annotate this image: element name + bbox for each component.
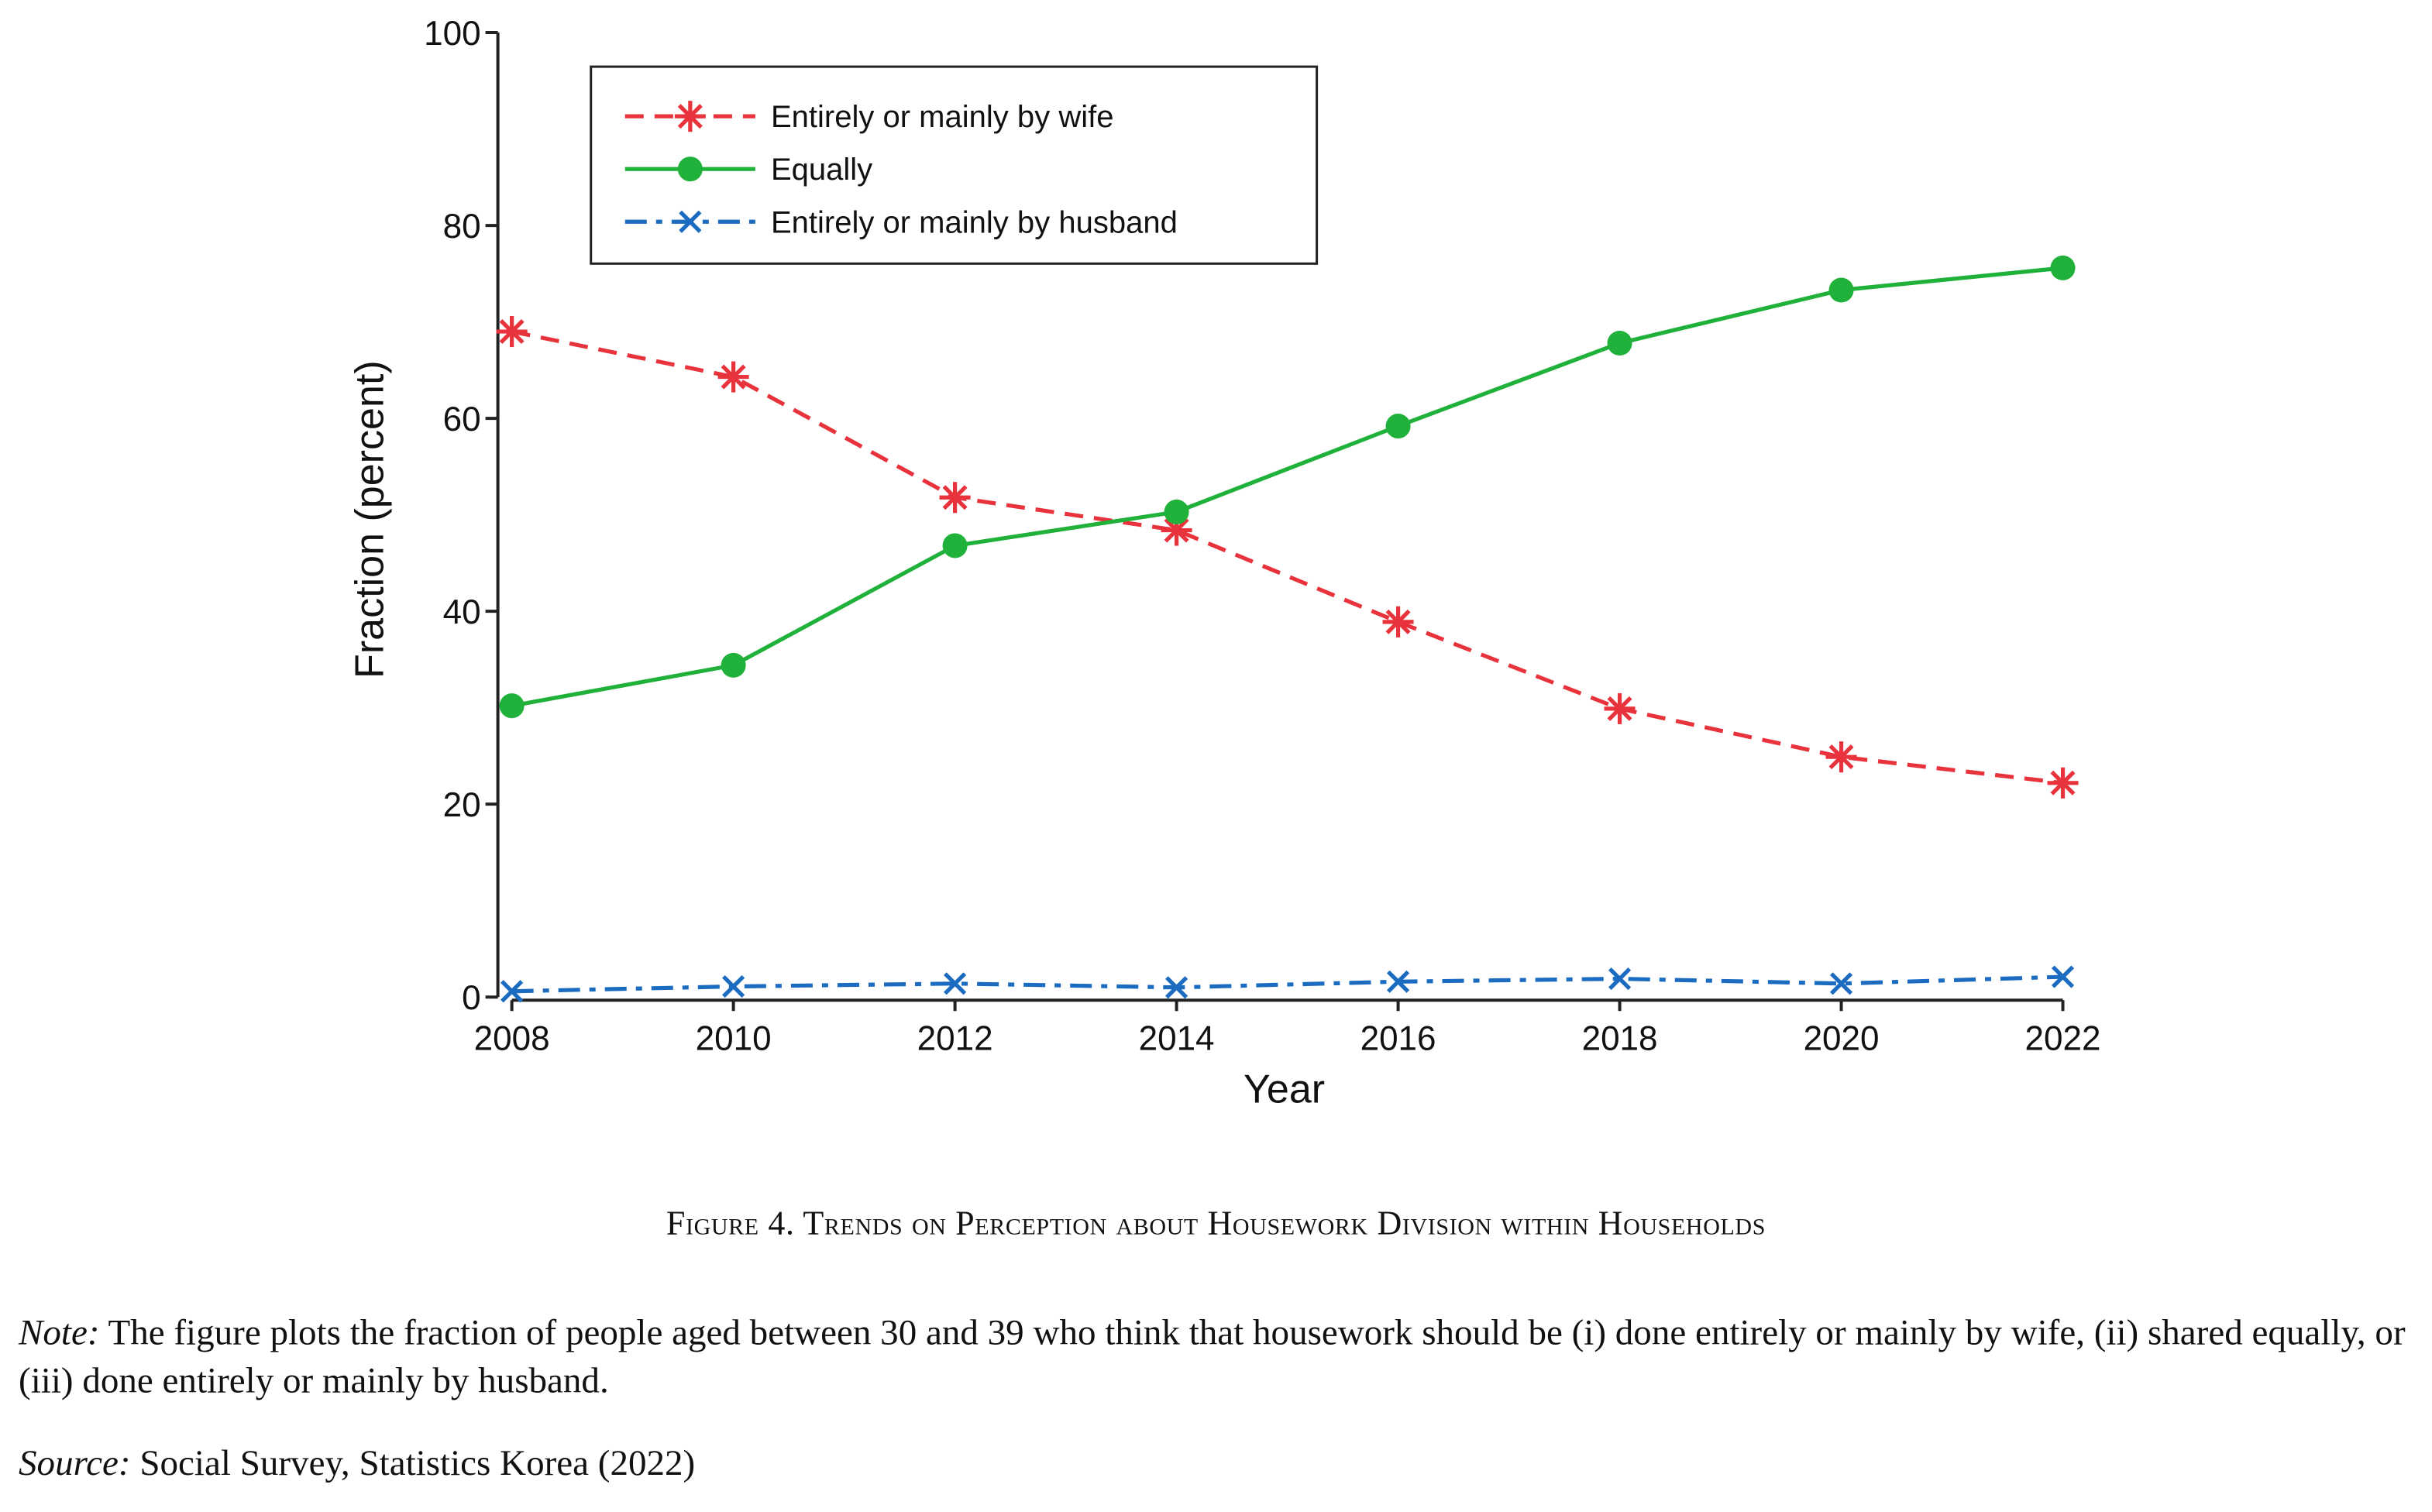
figure-caption: Figure 4. Trends on Perception about Hou… [666, 1203, 1766, 1242]
marker [1165, 976, 1188, 999]
marker-shape [2050, 255, 2076, 280]
marker-shape [1385, 414, 1411, 439]
x-tick-label: 2012 [917, 1019, 993, 1057]
marker-shape [1607, 330, 1632, 356]
marker-shape [501, 980, 524, 1003]
marker-shape [1386, 970, 1410, 993]
marker [1829, 972, 1853, 995]
legend-label: Entirely or mainly by husband [771, 205, 1178, 239]
legend-label: Entirely or mainly by wife [771, 100, 1114, 134]
marker [721, 652, 746, 678]
note-text: The figure plots the fraction of people … [19, 1313, 2406, 1402]
x-tick-label: 2020 [1804, 1019, 1880, 1057]
legend-marker [674, 101, 706, 132]
y-axis-label: Fraction (percent) [347, 360, 392, 679]
marker-shape [677, 156, 703, 182]
marker [1382, 606, 1414, 637]
legend-marker [677, 156, 703, 182]
marker-shape [679, 210, 702, 233]
marker [717, 361, 749, 393]
marker [944, 972, 967, 995]
source: Source: Social Survey, Statistics Korea … [19, 1441, 2432, 1489]
marker [1604, 692, 1636, 724]
series-line [511, 329, 2063, 785]
marker-shape [499, 319, 525, 345]
source-text: Social Survey, Statistics Korea (2022) [139, 1443, 696, 1484]
marker [2050, 255, 2076, 280]
marker-shape [1829, 972, 1853, 995]
x-tick-label: 2008 [474, 1019, 550, 1057]
marker-shape [1607, 696, 1632, 721]
marker [2047, 767, 2079, 799]
marker-shape [1164, 517, 1189, 543]
y-tick-label: 60 [443, 400, 481, 438]
x-axis-label: Year [1244, 1067, 1325, 1112]
y-tick-label: 100 [424, 15, 480, 53]
marker-shape [721, 364, 746, 390]
marker [722, 974, 745, 998]
y-tick-label: 80 [443, 208, 481, 246]
marker-shape [499, 693, 525, 719]
y-tick-label: 0 [462, 979, 481, 1017]
legend-marker [679, 210, 702, 233]
x-tick-label: 2018 [1582, 1019, 1658, 1057]
marker-shape [1828, 277, 1854, 303]
marker [1385, 414, 1411, 439]
marker [501, 980, 524, 1003]
legend-label: Equally [771, 153, 872, 187]
marker-shape [942, 485, 968, 510]
marker [939, 482, 971, 514]
marker-shape [1164, 499, 1189, 524]
legend: Entirely or mainly by wife Equally Entirel… [590, 65, 1319, 265]
marker-shape [722, 974, 745, 998]
marker-shape [1828, 744, 1854, 770]
x-tick-label: 2010 [696, 1019, 772, 1057]
series-line [511, 266, 2063, 708]
marker [1608, 967, 1632, 991]
marker-shape [1385, 609, 1411, 634]
marker-shape [677, 104, 703, 129]
marker-shape [1165, 976, 1188, 999]
x-tick-label: 2022 [2025, 1019, 2101, 1057]
series-line [511, 974, 2063, 994]
marker [499, 693, 525, 719]
marker-shape [944, 972, 967, 995]
x-tick-label: 2016 [1360, 1019, 1436, 1057]
legend-box [590, 65, 1319, 265]
marker [1828, 277, 1854, 303]
marker [1607, 330, 1632, 356]
x-tick-label: 2014 [1139, 1019, 1215, 1057]
marker [2051, 965, 2075, 988]
marker-shape [1608, 967, 1632, 991]
note: Note: The figure plots the fraction of p… [19, 1311, 2432, 1407]
marker-shape [2050, 770, 2076, 796]
marker [1164, 499, 1189, 524]
note-label: Note: [19, 1313, 100, 1354]
marker-shape [942, 533, 968, 558]
marker [496, 316, 528, 348]
chart: Year Fraction (percent) 0 20 40 60 80 100 2008… [347, 15, 2101, 1112]
marker [942, 533, 968, 558]
marker [1825, 741, 1857, 773]
y-tick-label: 20 [443, 786, 481, 824]
y-tick-label: 40 [443, 593, 481, 631]
source-label: Source: [19, 1443, 131, 1484]
marker-shape [2051, 965, 2075, 988]
marker-shape [721, 652, 746, 678]
marker [1386, 970, 1410, 993]
